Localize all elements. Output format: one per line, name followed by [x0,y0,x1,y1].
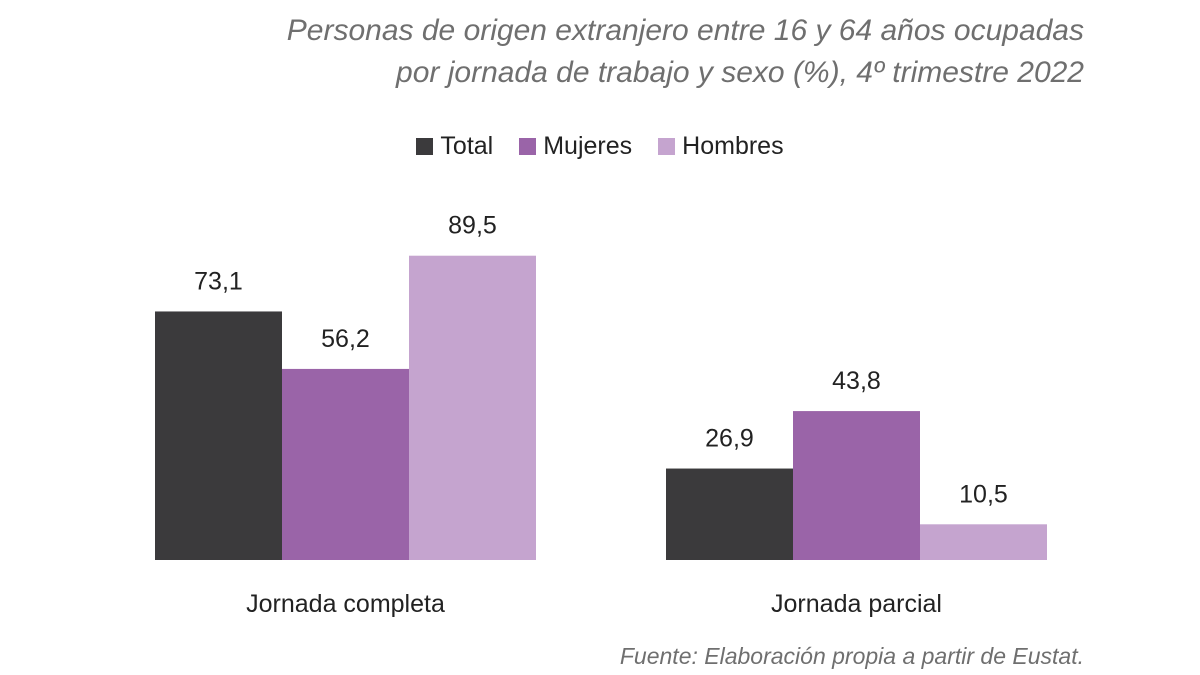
legend-item-total: Total [416,132,493,161]
bars-group [155,255,1047,560]
chart-title-line-2: por jornada de trabajo y sexo (%), 4º tr… [396,56,1084,89]
bar-jornada-completa-total [155,311,282,560]
legend-item-hombres: Hombres [658,132,784,161]
bar-jornada-parcial-mujeres [793,411,920,560]
legend-label-mujeres: Mujeres [543,132,633,160]
category-label-jornada-completa: Jornada completa [246,590,445,618]
value-labels-group: 73,1 56,2 89,5 26,9 43,8 10,5 [194,212,1008,509]
bar-jornada-completa-hombres [409,255,536,560]
bar-jornada-parcial-total [666,468,793,560]
legend: Total Mujeres Hombres [0,132,1200,161]
legend-swatch-mujeres [519,138,537,155]
value-label-jornada-parcial-total: 26,9 [705,425,754,453]
chart-title: Personas de origen extranjero entre 16 y… [287,10,1084,94]
category-label-jornada-parcial: Jornada parcial [771,590,942,618]
value-label-jornada-parcial-mujeres: 43,8 [832,367,881,395]
value-label-jornada-completa-hombres: 89,5 [448,212,497,240]
bar-jornada-completa-mujeres [282,368,409,560]
chart-title-line-1: Personas de origen extranjero entre 16 y… [286,14,1084,47]
legend-swatch-total [416,138,434,155]
bar-jornada-parcial-hombres [920,524,1047,560]
category-labels-group: Jornada completa Jornada parcial [246,590,942,618]
legend-label-hombres: Hombres [682,132,784,160]
legend-label-total: Total [440,132,494,160]
source-note: Fuente: Elaboración propia a partir de E… [619,643,1084,669]
value-label-jornada-completa-mujeres: 56,2 [321,325,370,353]
value-label-jornada-completa-total: 73,1 [194,267,243,295]
legend-swatch-hombres [658,138,676,155]
legend-item-mujeres: Mujeres [519,132,632,161]
value-label-jornada-parcial-hombres: 10,5 [959,480,1008,508]
